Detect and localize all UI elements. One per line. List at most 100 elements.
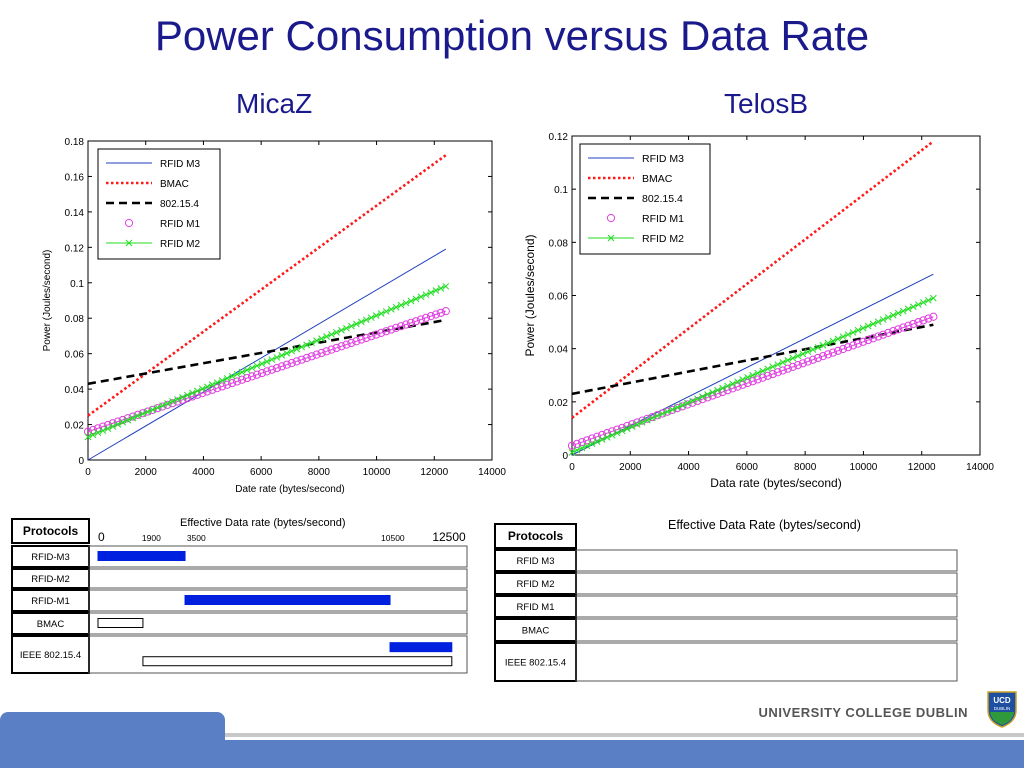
- series-rfid-m1-point: [598, 430, 607, 440]
- series-rfid-m2-point: [432, 287, 440, 294]
- row-label-bmac: BMAC: [522, 626, 550, 637]
- series-rfid-m2-point: [367, 314, 375, 322]
- series-rfid-m1-point: [277, 362, 286, 371]
- series-rfid-m2-point: [764, 365, 772, 373]
- series-rfid-m2-point: [124, 416, 132, 424]
- legend-box: [97, 148, 221, 260]
- series-rfid-m1-point: [623, 421, 632, 431]
- y-tick-label: 0.02: [549, 398, 569, 409]
- x-tick-label: 6000: [736, 462, 759, 473]
- x-tick-label: 0: [569, 462, 575, 473]
- series-rfid-m2-point: [94, 429, 102, 437]
- series-rfid-m2-point: [273, 354, 281, 361]
- range-bar-rfid-m1: [184, 595, 391, 605]
- protocols-header: Protocols: [23, 524, 79, 538]
- series-rfid-m2-point: [203, 383, 211, 391]
- series-rfid-m2-point: [139, 410, 147, 418]
- scale-label: 1900: [142, 533, 161, 543]
- series-rfid-m2-point: [218, 377, 226, 384]
- series-rfid-m2-point: [233, 370, 241, 378]
- series-rfid-m2-point: [894, 309, 902, 317]
- telosb-data-rate-table: Effective Data Rate (bytes/second)013002…: [494, 518, 958, 682]
- y-tick-label: 0.18: [65, 137, 85, 148]
- series-rfid-m2-point: [694, 395, 701, 403]
- series-rfid-m2-point: [653, 412, 661, 420]
- series-rfid-m2-point: [869, 320, 877, 328]
- series-rfid-m1-point: [247, 372, 257, 381]
- series-rfid-m1-point: [909, 319, 918, 329]
- series-rfid-m2-point: [303, 341, 311, 349]
- series-rfid-m2-point: [814, 344, 822, 351]
- telosb-line-chart: 0 2000 4000 6000 8000 10000 12000 14000 0 0.02 0.0…: [523, 132, 994, 490]
- series-rfid-m1-point: [397, 322, 406, 331]
- series-rfid-m2-point: [904, 305, 912, 313]
- series-rfid-m2-point: [608, 431, 616, 439]
- series-rfid-m1-point: [237, 375, 247, 384]
- series-rfid-m2-point: [353, 320, 360, 328]
- y-tick-label: 0: [562, 451, 568, 462]
- series-rfid-m1-point: [262, 367, 272, 376]
- series-rfid-m2-point: [593, 438, 601, 445]
- series-rfid-m2-point: [819, 341, 827, 349]
- legend-rfid-m2-label: RFID M2: [160, 239, 200, 250]
- series-rfid-m2-point: [283, 349, 291, 357]
- series-rfid-m1-point: [83, 427, 93, 436]
- range-bar-bmac: [97, 618, 144, 628]
- series-rfid-m1-point: [768, 369, 777, 379]
- series-802-15-4-line: [571, 323, 934, 396]
- university-name: UNIVERSITY COLLEGE DUBLIN: [758, 705, 968, 720]
- series-rfid-m1-point: [577, 438, 587, 447]
- series-rfid-m2-point: [794, 352, 802, 360]
- series-rfid-m2-point: [914, 301, 922, 308]
- series-rfid-m2-point: [864, 322, 872, 330]
- row-track: [575, 572, 958, 595]
- series-rfid-m2-point: [109, 423, 117, 430]
- series-rfid-m1-point: [628, 420, 637, 429]
- range-bar-ieee-802-15-4: [142, 656, 453, 667]
- series-rfid-m1-point: [813, 353, 823, 363]
- series-rfid-m1-point: [587, 434, 597, 443]
- series-rfid-m2-point: [253, 362, 261, 370]
- legend-bmac-label: BMAC: [642, 173, 673, 185]
- series-rfid-m1-point: [879, 330, 888, 339]
- series-rfid-m1-point: [387, 325, 396, 334]
- series-rfid-m1-point: [592, 432, 602, 441]
- series-rfid-m2-point: [278, 352, 286, 359]
- scale-label: 12500: [432, 530, 466, 544]
- series-rfid-m1-point: [332, 343, 341, 353]
- row-track: [88, 635, 468, 674]
- series-rfid-m2-point: [318, 335, 325, 342]
- series-rfid-m2-point: [392, 303, 400, 311]
- series-rfid-m2-point: [89, 431, 97, 439]
- series-rfid-m2-point: [583, 442, 591, 450]
- series-rfid-m2-point: [377, 310, 385, 317]
- series-rfid-m2-point: [704, 391, 711, 398]
- series-rfid-m2-point: [134, 412, 142, 420]
- series-rfid-m1-point: [203, 387, 212, 396]
- series-rfid-m2-point: [799, 350, 807, 358]
- series-rfid-m2-point: [679, 401, 686, 409]
- row-label-ieee-802-15-4: IEEE 802.15.4: [505, 658, 566, 669]
- x-tick-label: 14000: [966, 462, 994, 473]
- series-rfid-m2-point: [114, 421, 122, 428]
- series-rfid-m1-point: [698, 395, 707, 404]
- series-rfid-m2-point: [603, 433, 611, 441]
- series-rfid-m2-point: [263, 358, 271, 365]
- series-rfid-m2-point: [442, 282, 450, 290]
- series-rfid-m2-point: [739, 376, 747, 383]
- y-tick-label: 0.02: [65, 421, 85, 432]
- x-tick-label: 0: [85, 467, 91, 478]
- series-rfid-m2-point: [362, 316, 370, 324]
- legend-rfid-m1-swatch: [124, 218, 134, 228]
- series-rfid-m2-point: [689, 397, 696, 405]
- series-rfid-m2-point: [184, 391, 191, 399]
- series-rfid-m2-point: [397, 301, 405, 309]
- row-label-rfid-m1: RFID-M1: [31, 596, 70, 607]
- series-rfid-m1-point: [783, 364, 792, 373]
- series-rfid-m1-point: [869, 334, 878, 343]
- series-rfid-m1-point: [401, 320, 411, 329]
- y-tick-label: 0.16: [65, 172, 85, 183]
- series-rfid-m2-point: [333, 328, 340, 336]
- ucd-crest-icon: UCD DUBLIN: [987, 691, 1017, 728]
- series-rfid-m2-point: [169, 398, 176, 405]
